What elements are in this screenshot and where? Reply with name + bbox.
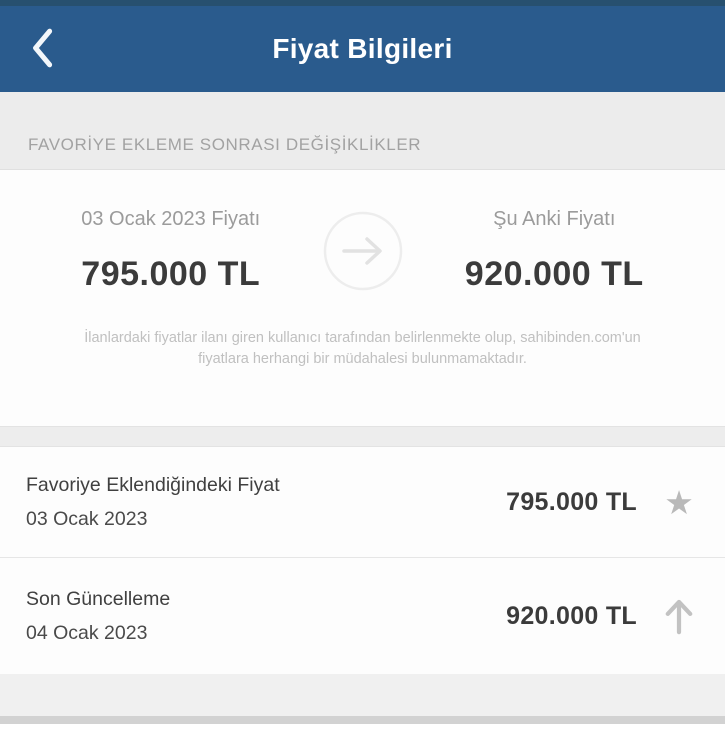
list-item-last-update: Son Güncelleme 04 Ocak 2023 920.000 TL bbox=[0, 558, 725, 674]
section-divider bbox=[0, 426, 725, 447]
star-icon: ★ bbox=[664, 483, 694, 521]
row-price: 920.000 TL bbox=[506, 601, 637, 630]
row-date: 03 Ocak 2023 bbox=[26, 507, 148, 530]
price-disclaimer: İlanlardaki fiyatlar ilanı giren kullanı… bbox=[84, 330, 641, 368]
arrow-right-circle-icon bbox=[322, 210, 404, 292]
page-title: Fiyat Bilgileri bbox=[272, 33, 453, 64]
section-header: FAVORİYE EKLEME SONRASI DEĞİŞİKLİKLER bbox=[0, 92, 725, 170]
current-price-block: Şu Anki Fiyatı 920.000 TL bbox=[404, 208, 706, 294]
list-item-favorite-price: Favoriye Eklendiğindeki Fiyat 03 Ocak 20… bbox=[0, 447, 725, 557]
row-text-block: Favoriye Eklendiğindeki Fiyat 03 Ocak 20… bbox=[26, 474, 506, 531]
navigation-bar: Fiyat Bilgileri bbox=[0, 0, 725, 92]
price-comparison-card: 03 Ocak 2023 Fiyatı 795.000 TL Şu Anki F… bbox=[0, 170, 725, 426]
footer-background bbox=[0, 724, 725, 736]
row-text-block: Son Güncelleme 04 Ocak 2023 bbox=[26, 588, 506, 645]
previous-price-value: 795.000 TL bbox=[81, 255, 261, 293]
footer-edge bbox=[0, 716, 725, 724]
section-header-label: FAVORİYE EKLEME SONRASI DEĞİŞİKLİKLER bbox=[28, 135, 422, 154]
price-comparison: 03 Ocak 2023 Fiyatı 795.000 TL Şu Anki F… bbox=[0, 208, 725, 294]
footer-strip bbox=[0, 674, 725, 716]
row-divider bbox=[0, 557, 725, 558]
arrow-up-icon bbox=[659, 597, 699, 635]
previous-price-label: 03 Ocak 2023 Fiyatı bbox=[81, 208, 261, 230]
current-price-value: 920.000 TL bbox=[464, 255, 644, 293]
row-date: 04 Ocak 2023 bbox=[26, 621, 148, 644]
back-button[interactable] bbox=[14, 6, 74, 92]
current-price-label: Şu Anki Fiyatı bbox=[493, 208, 616, 230]
row-title: Son Güncelleme bbox=[26, 587, 171, 610]
row-price: 795.000 TL bbox=[506, 487, 637, 516]
chevron-left-icon bbox=[27, 27, 61, 72]
previous-price-block: 03 Ocak 2023 Fiyatı 795.000 TL bbox=[20, 208, 322, 294]
row-title: Favoriye Eklendiğindeki Fiyat bbox=[26, 473, 280, 496]
